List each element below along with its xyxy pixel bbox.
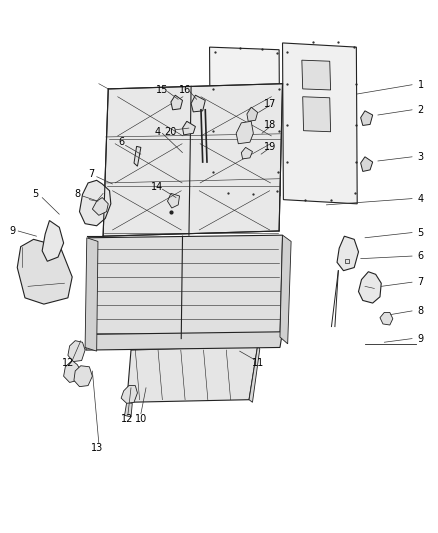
Polygon shape (229, 94, 255, 132)
Polygon shape (167, 193, 180, 208)
Polygon shape (337, 236, 358, 271)
Polygon shape (360, 157, 373, 172)
Polygon shape (303, 97, 331, 132)
Text: 12: 12 (120, 414, 133, 424)
Text: 4: 4 (155, 127, 161, 137)
Polygon shape (358, 272, 381, 303)
Polygon shape (283, 43, 357, 204)
Text: 5: 5 (417, 228, 424, 238)
Polygon shape (74, 366, 92, 386)
Polygon shape (134, 147, 141, 166)
Text: 9: 9 (418, 334, 424, 344)
Polygon shape (85, 238, 98, 351)
Polygon shape (127, 346, 258, 402)
Polygon shape (68, 341, 85, 361)
Polygon shape (380, 312, 393, 325)
Polygon shape (280, 235, 291, 344)
Polygon shape (183, 122, 195, 135)
Polygon shape (360, 111, 373, 125)
Text: 8: 8 (74, 189, 81, 199)
Text: 14: 14 (151, 182, 163, 192)
Text: 7: 7 (417, 277, 424, 287)
Polygon shape (191, 95, 205, 112)
Polygon shape (87, 235, 283, 340)
Polygon shape (42, 221, 64, 261)
Polygon shape (103, 84, 283, 236)
Polygon shape (209, 47, 280, 196)
Polygon shape (17, 239, 72, 304)
Text: 2: 2 (417, 105, 424, 115)
Text: 4: 4 (418, 193, 424, 204)
Text: 12: 12 (62, 358, 74, 368)
Polygon shape (64, 360, 81, 383)
Text: 10: 10 (135, 414, 147, 424)
Text: 11: 11 (251, 358, 264, 368)
Text: 5: 5 (32, 189, 39, 199)
Text: 15: 15 (156, 85, 169, 95)
Text: 7: 7 (88, 168, 94, 179)
Polygon shape (302, 60, 331, 90)
Polygon shape (79, 180, 111, 226)
Text: 13: 13 (91, 443, 103, 453)
Text: 20: 20 (165, 127, 177, 137)
Polygon shape (92, 198, 108, 215)
Polygon shape (124, 402, 132, 417)
Text: 9: 9 (9, 226, 15, 236)
Text: 17: 17 (264, 99, 276, 109)
Polygon shape (241, 148, 252, 159)
Text: 18: 18 (264, 120, 276, 131)
Polygon shape (171, 95, 183, 110)
Polygon shape (86, 332, 283, 350)
Text: 6: 6 (418, 251, 424, 261)
Polygon shape (247, 107, 258, 122)
Text: 16: 16 (180, 85, 192, 95)
Polygon shape (121, 385, 138, 403)
Polygon shape (249, 346, 260, 402)
Text: 19: 19 (264, 142, 276, 152)
Polygon shape (236, 122, 253, 144)
Text: 8: 8 (418, 306, 424, 316)
Text: 1: 1 (418, 80, 424, 90)
Text: 3: 3 (418, 152, 424, 162)
Text: 6: 6 (118, 137, 124, 147)
